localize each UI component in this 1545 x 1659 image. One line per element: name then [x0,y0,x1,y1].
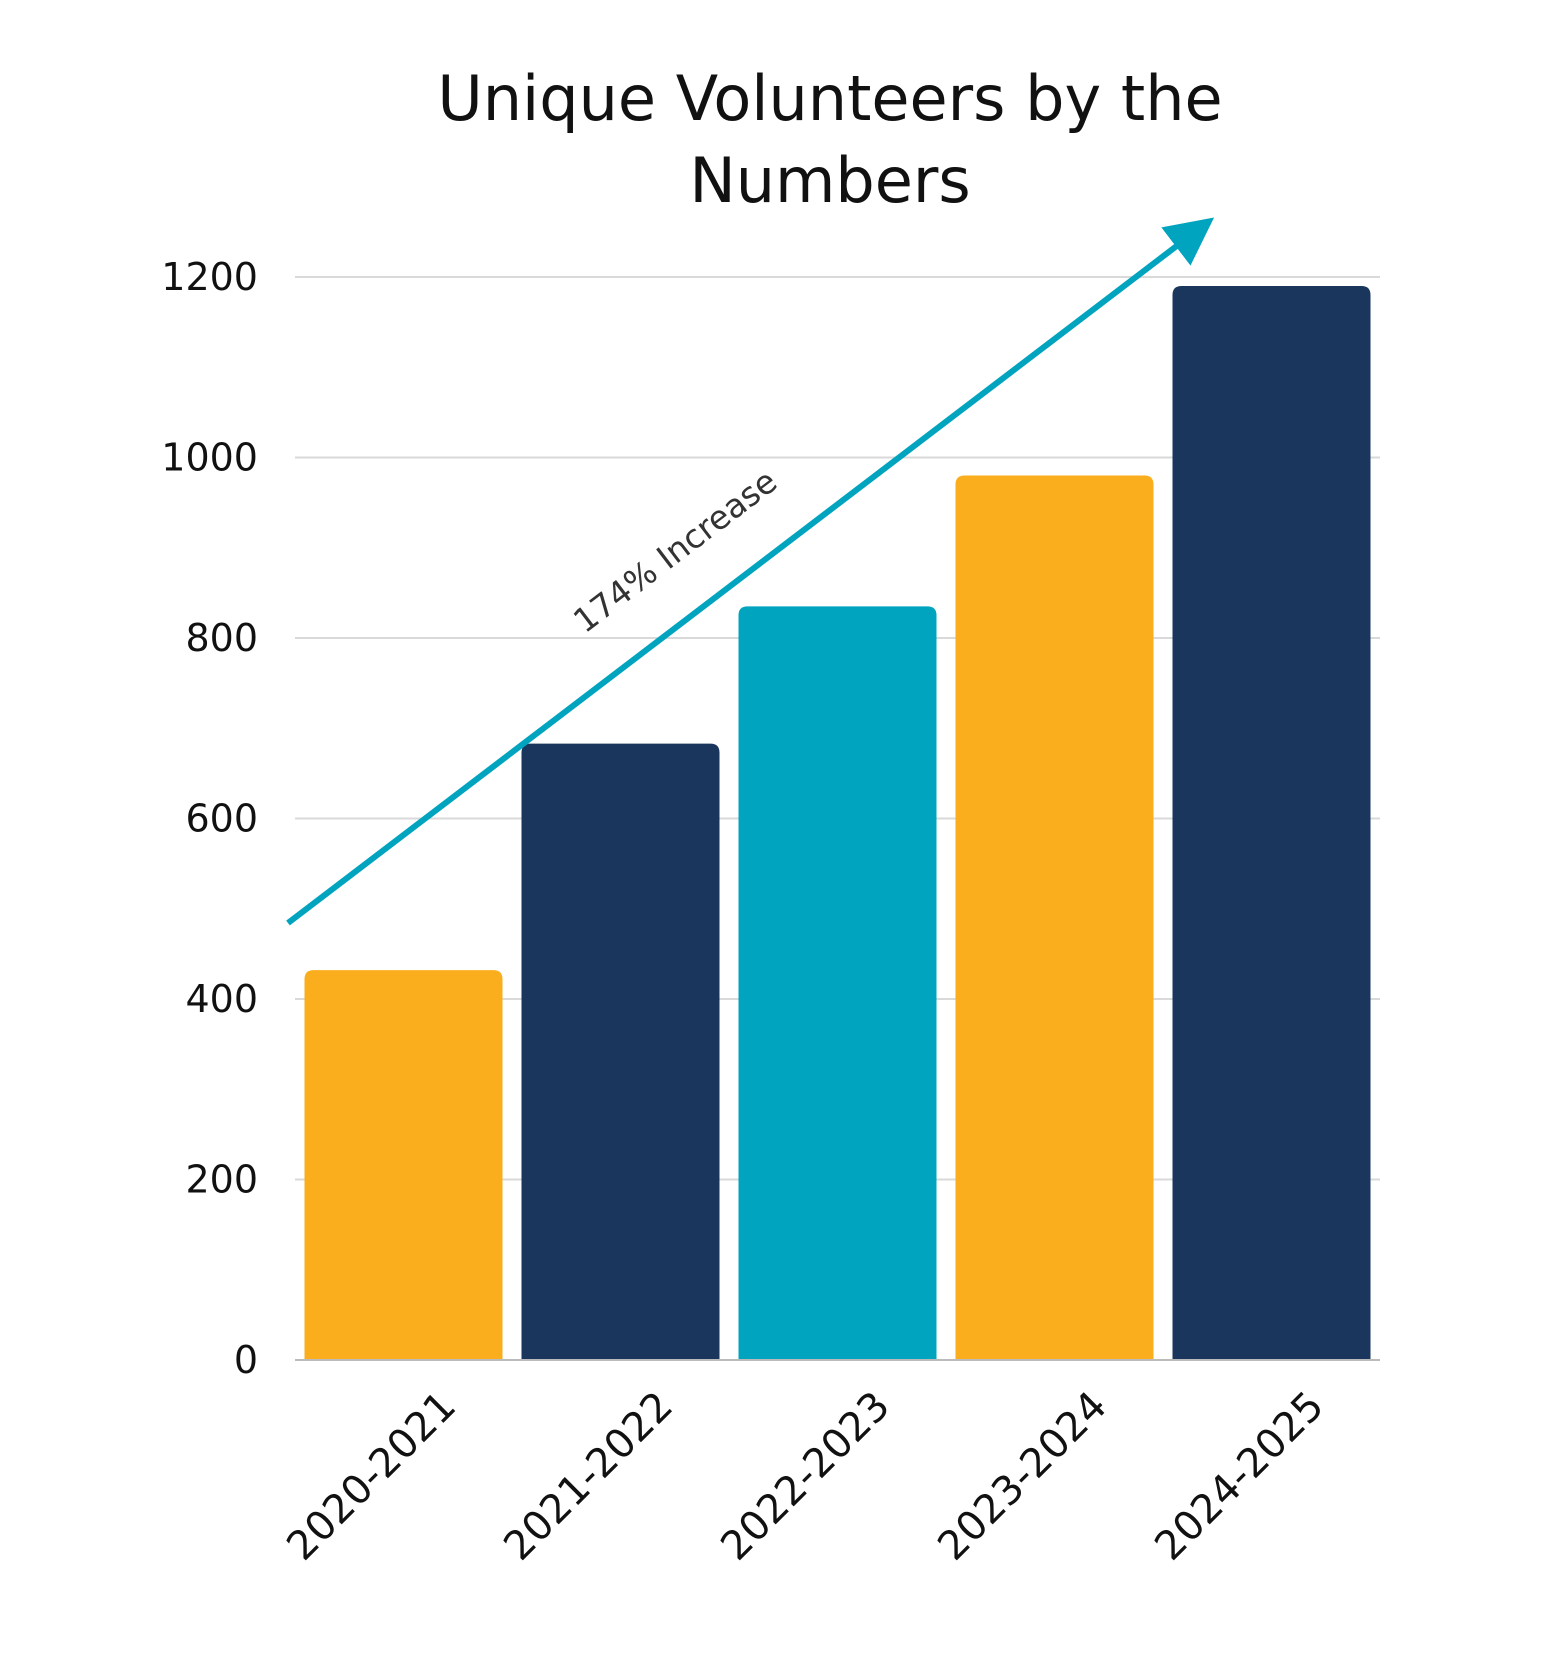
trend-arrow [286,217,1215,926]
y-tick-label: 600 [185,797,258,841]
bar-2020-2021 [304,970,503,1360]
x-category-label: 2021-2022 [495,1383,682,1570]
bar-2022-2023 [738,606,937,1360]
x-category-label: 2020-2021 [278,1383,465,1570]
chart-title-line-2: Numbers [689,144,970,217]
x-category-label: 2022-2023 [712,1383,899,1570]
y-axis-tick-labels: 0 200 400 600 800 1000 1200 [161,255,258,1382]
y-tick-label: 1000 [161,436,258,480]
y-tick-label: 0 [234,1338,258,1382]
x-axis-category-labels: 2020-2021 2021-2022 2022-2023 2023-2024 2024… [278,1383,1333,1570]
x-category-label: 2024-2025 [1146,1383,1333,1570]
y-tick-label: 200 [185,1158,258,1202]
chart-title-line-1: Unique Volunteers by the [437,62,1222,135]
bar-2023-2024 [955,475,1154,1360]
bar-2021-2022 [521,743,720,1360]
y-tick-label: 1200 [161,255,258,299]
x-category-label: 2023-2024 [929,1383,1116,1570]
bars [304,286,1371,1360]
y-tick-label: 800 [185,616,258,660]
y-tick-label: 400 [185,977,258,1021]
bar-2024-2025 [1172,286,1371,1360]
chart-title: Unique Volunteers by the Numbers [437,62,1222,217]
